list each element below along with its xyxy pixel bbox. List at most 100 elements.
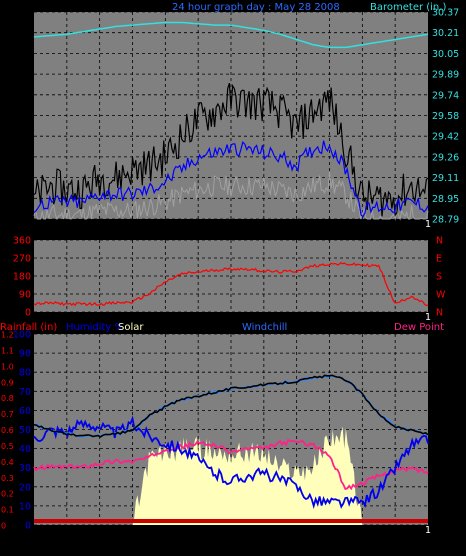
y2-tick-label: 89 — [436, 349, 448, 360]
rain-tick-label: 0.6 — [1, 426, 14, 435]
y-tick-label: 15 — [19, 152, 31, 163]
rain-tick-label: 0.2 — [1, 490, 14, 499]
y2-tick-label: -5 — [436, 521, 445, 532]
x-tick-label: 6pm — [319, 316, 340, 327]
y-tick-label: 35 — [19, 70, 31, 81]
x-tick-label: 2pm — [253, 316, 274, 327]
y-tick-label: 180 — [13, 272, 31, 283]
climate-x-axis: 2am 4am 6am 8am 10am 12pm 2pm 4pm 6pm 8pm 10pm 1 sun… — [56, 525, 431, 547]
y2-tick-label: 29.74 — [432, 90, 459, 101]
rain-tick-label: 1.2 — [1, 331, 14, 340]
wind-direction-line — [33, 261, 429, 307]
y2-tick-label: S — [436, 272, 442, 283]
x-tick-label: 8am — [155, 223, 176, 234]
x-tick-label: 2am — [56, 316, 77, 327]
y2-tick-label: 26 — [436, 463, 448, 474]
y2-tick-label: E — [436, 254, 442, 265]
y-tick-label: 0 — [25, 215, 31, 226]
x-tick-end: 1 — [425, 312, 431, 323]
humidity-axis: 0 10 20 30 40 50 60 70 80 90 100 — [13, 330, 31, 532]
y2-tick-label: 16 — [436, 482, 448, 493]
y-tick-label: 80 — [19, 368, 31, 379]
x-tick-label: 6pm — [319, 529, 340, 540]
solar-label: Solar — [118, 322, 144, 333]
windspeed-low-line — [33, 171, 429, 221]
x-tick-label: 6am — [122, 316, 143, 327]
y-tick-label: 20 — [19, 132, 31, 143]
sunset-annotation: sunset — [347, 538, 374, 547]
x-tick-label: 10pm — [381, 223, 408, 234]
x-tick-label: 6am — [122, 223, 143, 234]
humidity-label: Humidity % — [66, 322, 124, 333]
y2-tick-label: 47 — [436, 425, 448, 436]
x-tick-label: 10am — [185, 529, 212, 540]
y-tick-label: 360 — [13, 236, 31, 247]
x-tick-label: 10pm — [381, 529, 408, 540]
y2-tick-label: 68 — [436, 387, 448, 398]
x-tick-label: 8am — [155, 316, 176, 327]
y-tick-label: 20 — [19, 482, 31, 493]
rain-tick-label: 0.5 — [1, 442, 14, 451]
y2-tick-label: 30.21 — [432, 28, 459, 39]
direction-degree-axis: 0 90 180 270 360 — [13, 236, 31, 319]
rain-tick-label: 0.1 — [1, 506, 14, 515]
x-tick-label: 8pm — [352, 316, 373, 327]
x-tick-label: 6am — [122, 529, 143, 540]
direction-x-axis: 2am 4am 6am 8am 10am 12pm 2pm 4pm 6pm 8pm 10pm 1 — [56, 312, 431, 327]
y2-tick-label: 58 — [436, 406, 448, 417]
dew-point-line — [33, 438, 429, 491]
y2-tick-label: 29.11 — [432, 173, 459, 184]
rain-tick-label: 0.3 — [1, 474, 14, 483]
y2-tick-label: 30.37 — [432, 8, 459, 19]
y2-tick-label: 28.79 — [432, 215, 459, 226]
sunset-annotation: sunset — [347, 232, 374, 241]
y-tick-label: 10 — [19, 173, 31, 184]
x-tick-label: 2am — [56, 223, 77, 234]
wind-x-axis: 2am 4am 6am 8am 10am 12pm 2pm 4pm 6pm 8pm 10pm 1 sun… — [56, 219, 431, 241]
dew-point-label: Dew Point — [394, 322, 444, 333]
y-tick-label: 5 — [25, 194, 31, 205]
x-tick-label: 2am — [56, 529, 77, 540]
rain-tick-label: 1.1 — [1, 346, 14, 355]
x-tick-label: 8am — [155, 529, 176, 540]
rainfall-label: Rainfall (in) — [0, 322, 57, 333]
x-tick-label: 4am — [89, 529, 110, 540]
x-tick-label: 4am — [89, 223, 110, 234]
windchill-label: Windchill — [242, 322, 287, 333]
y-tick-label: 270 — [13, 254, 31, 265]
y-tick-label: 30 — [19, 463, 31, 474]
x-tick-label: 4pm — [286, 316, 307, 327]
direction-grid — [34, 239, 428, 313]
y-tick-label: 90 — [19, 349, 31, 360]
x-tick-label: 4pm — [286, 529, 307, 540]
x-tick-label: 2pm — [253, 529, 274, 540]
rain-tick-label: 0 — [1, 522, 6, 531]
x-tick-label: 12pm — [217, 529, 244, 540]
rain-tick-label: 0.4 — [1, 458, 14, 467]
x-tick-label: 12pm — [217, 316, 244, 327]
y2-tick-label: 30.05 — [432, 49, 459, 60]
y-tick-label: 10 — [19, 501, 31, 512]
y-tick-label: 0 — [25, 521, 31, 532]
y-tick-label: 25 — [19, 111, 31, 122]
temperature-line — [33, 374, 429, 438]
y2-tick-label: 100 — [436, 330, 454, 341]
barometer-title: Barometer (in.) — [370, 2, 446, 13]
y2-tick-label: N — [436, 308, 443, 319]
graph-date-title: 24 hour graph day : May 28 2008 — [172, 2, 340, 13]
rain-tick-label: 0.9 — [1, 378, 14, 387]
rainfall-bar — [34, 519, 428, 523]
x-tick-label: 8pm — [352, 529, 373, 540]
y-tick-label: 0 — [25, 308, 31, 319]
y-tick-label: 90 — [19, 290, 31, 301]
rain-tick-label: 0.8 — [1, 394, 14, 403]
barometer-axis: 28.79 28.95 29.11 29.26 29.42 29.58 29.74 29.89… — [432, 8, 459, 226]
rainfall-axis: 0 0.1 0.2 0.3 0.4 0.5 0.6 0.7 0.8 0.9 1.0 1.1 1.2 — [1, 331, 14, 531]
rain-tick-label: 0.7 — [1, 410, 14, 419]
x-tick-label: 4am — [89, 316, 110, 327]
y-tick-label: 30 — [19, 90, 31, 101]
x-tick-label: 10pm — [381, 316, 408, 327]
temperature-axis: -5 5 16 26 37 47 58 68 79 89 100 — [436, 330, 454, 532]
